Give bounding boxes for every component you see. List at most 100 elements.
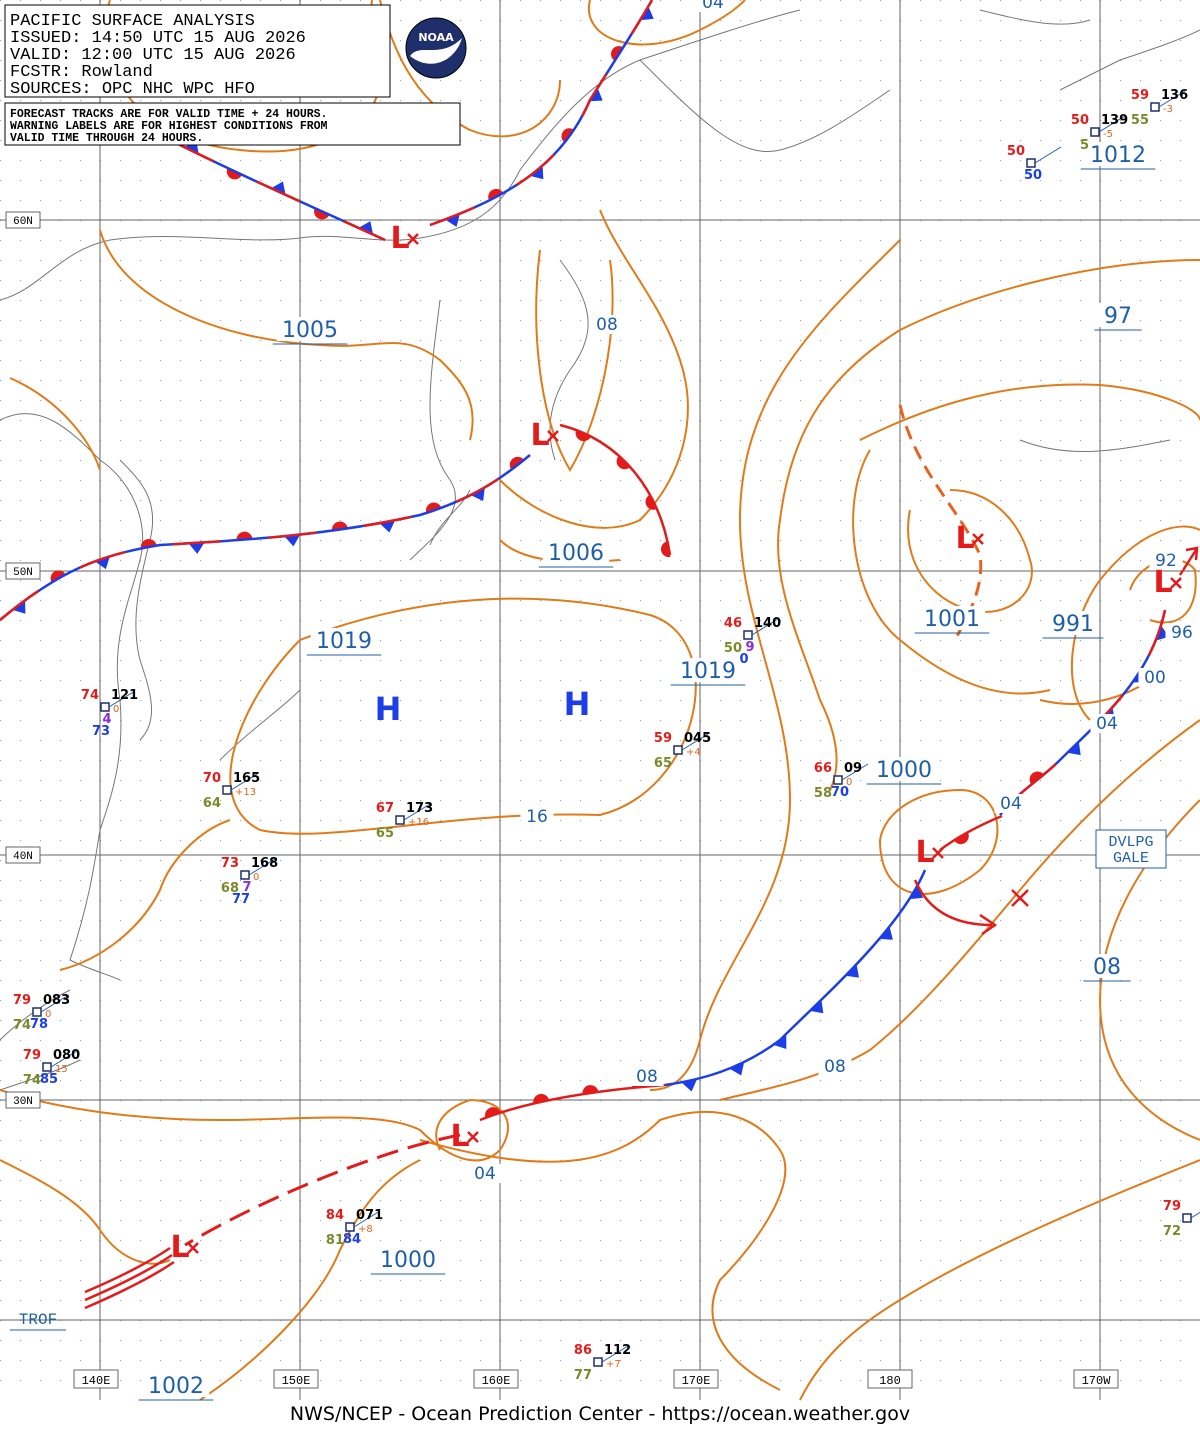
station-temperature: 74 <box>81 688 99 703</box>
isobar-label: 1019 <box>316 629 372 654</box>
trough-label: TROF <box>19 1311 57 1329</box>
station-pressure: 080 <box>53 1048 80 1063</box>
low-center-x <box>407 233 419 245</box>
cold-front-pip <box>94 556 110 570</box>
station-pressure: 140 <box>754 616 781 631</box>
station-temperature: 86 <box>574 1343 592 1358</box>
front-line <box>0 454 531 621</box>
station-pressure: 112 <box>604 1343 631 1358</box>
station-pressure: 173 <box>406 801 433 816</box>
isobar-label: 16 <box>526 807 548 827</box>
warm-front-pip <box>485 1107 501 1118</box>
station-plot: 59 136-3 55 <box>1131 88 1188 128</box>
wind-barb <box>1158 90 1186 108</box>
station-extra: 0 <box>739 652 748 667</box>
station-tendency: 0 <box>113 704 119 715</box>
station-temperature: 59 <box>1131 88 1149 103</box>
warning-label: GALE <box>1113 850 1149 867</box>
low-center: L <box>170 1230 189 1265</box>
cold-front-pip <box>284 534 301 547</box>
high-center: H <box>375 690 402 728</box>
header-line: FCSTR: Rowland <box>10 63 153 82</box>
station-dewpoint: 58 <box>814 786 832 801</box>
lon-label: 140E <box>82 1374 111 1388</box>
isobar-label-bg <box>630 1067 664 1086</box>
front-line <box>664 869 927 1087</box>
warm-front-pip <box>582 1085 599 1095</box>
station-extra: 78 <box>30 1017 48 1032</box>
station-temperature: 50 <box>1071 113 1089 128</box>
isobar-label: 1000 <box>380 1248 436 1273</box>
isobar-label: 04 <box>702 0 724 13</box>
isobar-label-bg <box>1138 668 1172 687</box>
station-marker <box>345 1222 355 1232</box>
station-pressure: 121 <box>111 688 138 703</box>
cold-front-pip <box>358 221 374 235</box>
station-dewpoint: 81 <box>326 1233 344 1248</box>
station-marker <box>1150 102 1160 112</box>
wind-barb <box>108 690 136 708</box>
isobar-label-bg <box>590 315 624 334</box>
lat-label-box <box>5 562 41 580</box>
station-extra: 4 <box>102 712 111 727</box>
station-temperature: 84 <box>326 1208 344 1223</box>
isobar-label: 08 <box>1093 955 1121 980</box>
isobar-label: 1005 <box>282 318 338 343</box>
warm-front-pip <box>509 456 525 470</box>
warm-front-pip <box>50 570 66 583</box>
station-marker <box>395 815 405 825</box>
warm-front-pip <box>645 494 658 510</box>
station-tendency: +13 <box>235 787 256 798</box>
station-temperature: 79 <box>13 993 31 1008</box>
note-line: FORECAST TRACKS ARE FOR VALID TIME + 24 … <box>10 108 327 121</box>
station-dewpoint: 50 <box>724 641 742 656</box>
station-plot: 86 112+7 77 <box>574 1343 631 1383</box>
station-dewpoint: 64 <box>203 796 221 811</box>
wind-barb <box>50 1050 78 1068</box>
cold-front-pip <box>809 999 824 1014</box>
station-marker <box>673 745 683 755</box>
station-pressure: 168 <box>251 856 278 871</box>
lon-label: 180 <box>879 1374 901 1388</box>
station-dewpoint: 65 <box>654 756 672 771</box>
cold-front-pip <box>681 1079 698 1092</box>
isobar-label: 96 <box>1171 623 1193 643</box>
wind-barb <box>601 1345 629 1363</box>
station-dewpoint: 74 <box>23 1073 41 1088</box>
station-temperature: 79 <box>23 1048 41 1063</box>
low-center: L <box>915 835 934 870</box>
logo-text: NOAA <box>418 31 454 44</box>
isobar-label-bg <box>520 807 554 826</box>
track-arrow <box>1178 546 1199 576</box>
note-line: WARNING LABELS ARE FOR HIGHEST CONDITION… <box>10 120 328 133</box>
low-center-x <box>467 1131 479 1143</box>
header-line: ISSUED: 14:50 UTC 15 AUG 2026 <box>10 29 306 48</box>
station-temperature: 50 <box>1007 144 1025 159</box>
lat-label: 40N <box>13 851 33 863</box>
cold-front-pip <box>271 181 286 195</box>
station-extra: 50 <box>1024 168 1042 183</box>
station-tendency: 15 <box>55 1064 68 1075</box>
isobar-label: 1001 <box>924 607 980 632</box>
fronts <box>0 0 1169 1310</box>
lon-label: 150E <box>282 1374 311 1388</box>
note-box <box>4 102 461 146</box>
dissipating-front <box>184 1133 461 1247</box>
isobar-label: 97 <box>1104 304 1132 329</box>
isobar-label: 1002 <box>148 1374 204 1399</box>
station-extra: 77 <box>232 892 250 907</box>
low-center-x <box>972 533 984 545</box>
station-marker <box>1026 158 1036 168</box>
wind-barb <box>681 733 709 751</box>
header-line: VALID: 12:00 UTC 15 AUG 2026 <box>10 46 296 65</box>
station-pressure: 165 <box>233 771 260 786</box>
isobar-label: 1000 <box>876 758 932 783</box>
station-temperature: 73 <box>221 856 239 871</box>
isobar-label-bg <box>1087 954 1127 978</box>
isobar-label-bg <box>542 540 610 564</box>
station-marker <box>833 775 843 785</box>
wind-barb <box>1098 115 1126 133</box>
isobar-label-bg <box>1149 551 1183 570</box>
